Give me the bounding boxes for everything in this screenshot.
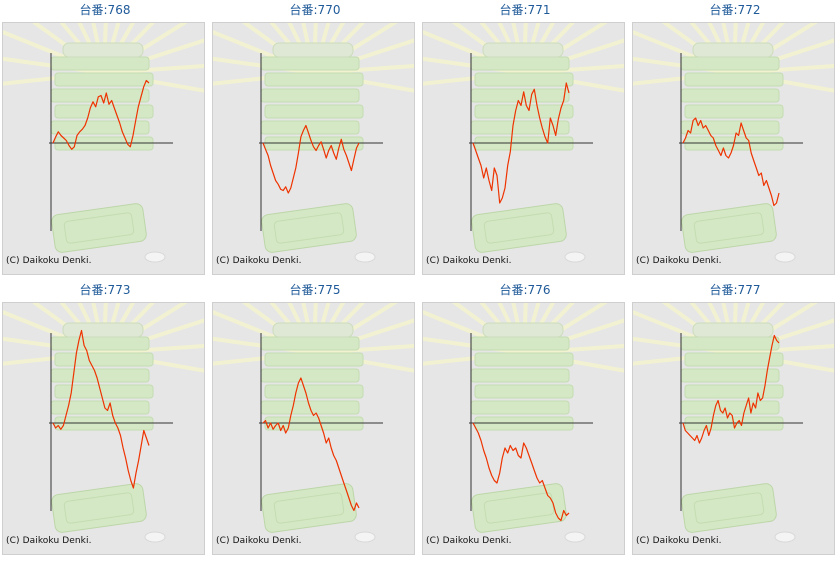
background-art xyxy=(213,23,414,263)
series-line xyxy=(262,377,360,512)
copyright-credit: (C) Daikoku Denki. xyxy=(6,256,92,266)
series-line xyxy=(472,422,570,522)
chart-svg xyxy=(633,303,834,543)
chart-svg xyxy=(423,303,624,543)
copyright-credit: (C) Daikoku Denki. xyxy=(6,536,92,546)
chart-svg xyxy=(423,23,624,263)
chart-panel: (C) Daikoku Denki. xyxy=(2,302,205,555)
machine-number-link[interactable]: 台番:773 xyxy=(79,283,131,297)
chart-panel: (C) Daikoku Denki. xyxy=(212,22,415,275)
background-art xyxy=(633,23,834,263)
copyright-credit: (C) Daikoku Denki. xyxy=(216,256,302,266)
machine-number-link[interactable]: 台番:770 xyxy=(289,3,341,17)
series-line xyxy=(262,124,360,194)
machine-number-link[interactable]: 台番:776 xyxy=(499,283,551,297)
chart-panel: (C) Daikoku Denki. xyxy=(2,22,205,275)
chart-panel: (C) Daikoku Denki. xyxy=(422,22,625,275)
series-line xyxy=(472,82,570,204)
chart-svg xyxy=(3,23,204,263)
copyright-credit: (C) Daikoku Denki. xyxy=(636,256,722,266)
chart-panel: (C) Daikoku Denki. xyxy=(422,302,625,555)
chart-svg xyxy=(633,23,834,263)
background-art xyxy=(213,303,414,543)
chart-svg xyxy=(3,303,204,543)
chart-panel: (C) Daikoku Denki. xyxy=(632,302,835,555)
copyright-credit: (C) Daikoku Denki. xyxy=(426,256,512,266)
machine-number-link[interactable]: 台番:777 xyxy=(709,283,761,297)
chart-panel: (C) Daikoku Denki. xyxy=(212,302,415,555)
machine-number-link[interactable]: 台番:772 xyxy=(709,3,761,17)
background-art xyxy=(3,303,204,543)
series-line xyxy=(52,329,150,489)
copyright-credit: (C) Daikoku Denki. xyxy=(426,536,512,546)
series-line xyxy=(682,117,780,207)
background-art xyxy=(633,303,834,543)
machine-number-link[interactable]: 台番:771 xyxy=(499,3,551,17)
machine-number-link[interactable]: 台番:775 xyxy=(289,283,341,297)
chart-panel: (C) Daikoku Denki. xyxy=(632,22,835,275)
chart-svg xyxy=(213,23,414,263)
chart-svg xyxy=(213,303,414,543)
series-line xyxy=(52,79,150,150)
copyright-credit: (C) Daikoku Denki. xyxy=(636,536,722,546)
copyright-credit: (C) Daikoku Denki. xyxy=(216,536,302,546)
machine-number-link[interactable]: 台番:768 xyxy=(79,3,131,17)
background-art xyxy=(423,303,624,543)
series-line xyxy=(682,334,780,444)
